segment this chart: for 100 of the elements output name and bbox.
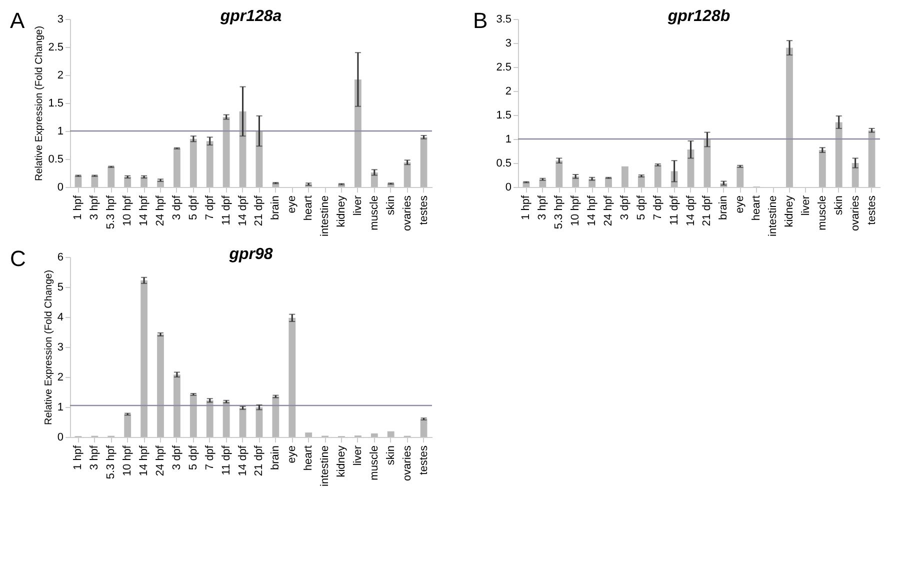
y-tick-label: 3 <box>57 342 64 354</box>
x-tick-label: muscle <box>368 196 380 230</box>
x-tick-label: 21 dpf <box>701 194 714 226</box>
y-tick-label: 2 <box>57 372 64 384</box>
x-tick-label: skin <box>384 196 397 216</box>
x-tick-label: ovaries <box>401 445 414 481</box>
x-tick-label: 7 dpf <box>652 194 664 220</box>
x-tick-label: heart <box>302 196 315 221</box>
x-tick-label: liver <box>352 445 364 466</box>
bar <box>140 280 148 437</box>
bar <box>206 141 214 187</box>
x-tick-label: 3 dpf <box>170 444 183 470</box>
bar <box>124 414 132 437</box>
y-tick-label: 2 <box>57 70 64 82</box>
x-tick-label: ovaries <box>849 195 862 231</box>
x-tick-label: eye <box>286 196 298 214</box>
chart-title: gpr98 <box>228 246 273 263</box>
x-tick-label: brain <box>718 196 730 220</box>
y-axis-title: Relative Expression (Fold Change) <box>43 270 54 426</box>
x-tick-label: intestine <box>319 196 332 236</box>
x-tick-label: 3 dpf <box>618 194 631 220</box>
x-tick-label: skin <box>384 446 397 466</box>
bar <box>124 176 132 187</box>
x-tick-label: 3 dpf <box>170 194 183 220</box>
x-tick-label: 5 dpf <box>635 194 648 220</box>
text: C <box>10 246 26 271</box>
y-tick-label: 0 <box>505 182 512 194</box>
bar <box>556 160 563 187</box>
bar <box>272 396 280 437</box>
bar <box>638 176 645 187</box>
x-tick-label: testes <box>866 195 878 225</box>
x-tick-label: brain <box>270 446 282 470</box>
x-tick-label: 14 dpf <box>236 194 249 226</box>
bar <box>736 166 744 187</box>
y-tick-label: 2.5 <box>48 42 64 54</box>
x-tick-label: muscle <box>816 196 828 230</box>
x-tick-label: brain <box>270 196 282 220</box>
bar <box>140 176 148 187</box>
y-tick-label: 1 <box>57 402 64 414</box>
x-tick-label: eye <box>734 196 746 214</box>
bar <box>835 122 842 187</box>
x-tick-label: 7 dpf <box>204 444 216 470</box>
bar <box>622 166 628 187</box>
x-tick-label: 3 hpf <box>88 194 101 220</box>
x-tick-label: 11 dpf <box>668 194 680 226</box>
x-tick-label: intestine <box>767 196 780 236</box>
x-tick-label: 14 hpf <box>138 194 150 226</box>
y-tick-label: 3 <box>57 14 64 26</box>
bar <box>354 79 362 187</box>
bar <box>868 130 876 187</box>
x-tick-label: 14 dpf <box>684 194 697 226</box>
chart-title: gpr128b <box>666 8 730 25</box>
x-tick-label: heart <box>302 446 315 471</box>
bar <box>190 138 197 187</box>
chart-title: gpr128a <box>219 8 282 25</box>
bar <box>420 419 428 437</box>
bar <box>91 176 98 187</box>
bar <box>174 374 180 437</box>
x-tick-label: 3 hpf <box>88 444 101 470</box>
y-tick-label: 4 <box>57 312 64 324</box>
bar <box>387 431 394 437</box>
x-tick-label: testes <box>418 445 430 475</box>
bar <box>190 394 197 437</box>
y-tick-label: 5 <box>57 282 64 294</box>
x-tick-label: muscle <box>368 446 380 480</box>
x-tick-label: liver <box>800 195 812 216</box>
x-tick-label: 14 dpf <box>236 444 249 476</box>
y-tick-label: 0.5 <box>496 158 512 170</box>
y-tick-label: 3.5 <box>496 14 512 26</box>
bar <box>222 402 230 437</box>
bar <box>654 164 662 187</box>
x-tick-label: intestine <box>319 446 332 486</box>
x-tick-label: 21 dpf <box>253 194 266 226</box>
x-tick-label: ovaries <box>401 195 414 231</box>
y-tick-label: 2 <box>505 86 512 98</box>
y-tick-label: 0 <box>57 182 64 194</box>
x-tick-label: testes <box>418 195 430 225</box>
y-tick-label: 2.5 <box>496 62 512 74</box>
x-tick-label: skin <box>832 196 845 216</box>
x-tick-label: 5.3 hpf <box>553 194 566 230</box>
x-tick-label: kidney <box>336 195 348 228</box>
bar <box>256 407 263 437</box>
x-tick-label: 5.3 hpf <box>105 194 118 230</box>
x-tick-label: 14 hpf <box>586 194 598 226</box>
x-tick-label: 5 dpf <box>187 194 200 220</box>
bar <box>786 48 793 187</box>
bar <box>404 162 411 187</box>
bar <box>222 117 230 187</box>
bar <box>256 131 263 187</box>
bar <box>239 408 246 437</box>
bar <box>818 150 826 187</box>
bar <box>605 178 612 187</box>
bar <box>288 318 296 437</box>
x-tick-label: kidney <box>336 445 348 478</box>
text: B <box>473 8 488 33</box>
y-tick-label: 1 <box>57 126 64 138</box>
x-tick-label: eye <box>286 446 298 464</box>
x-tick-label: 11 dpf <box>220 444 232 476</box>
x-tick-label: 10 hpf <box>122 194 134 226</box>
x-tick-label: 24 hpf <box>602 194 614 226</box>
